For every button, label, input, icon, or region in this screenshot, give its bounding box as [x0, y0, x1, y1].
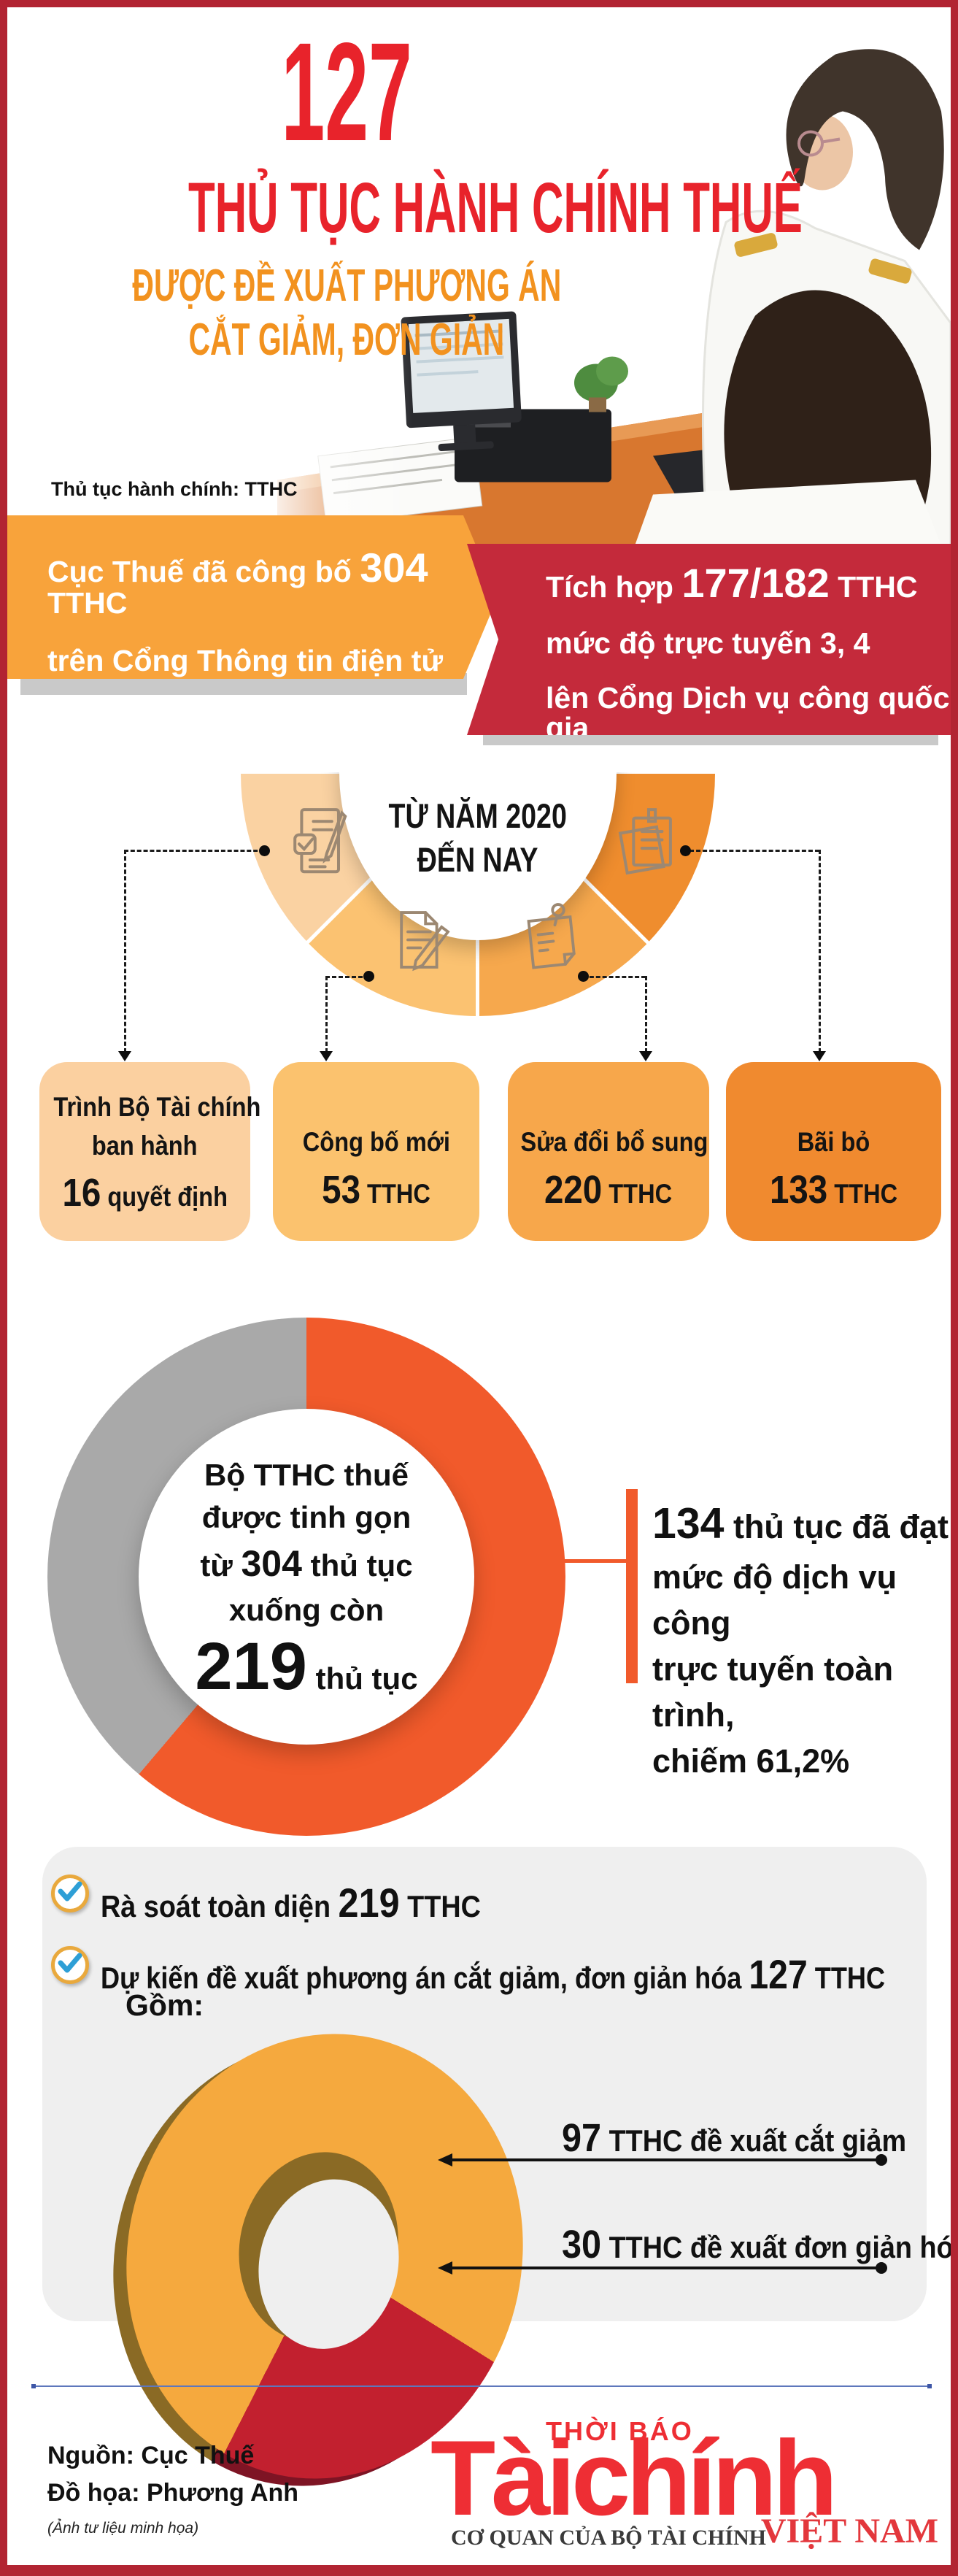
published-banner: Cục Thuế đã công bố 304 TTHC trên Cổng T…	[7, 515, 498, 679]
integrated-line3: lên Cổng Dịch vụ công quốc gia	[546, 681, 950, 745]
headline-red: THỦ TỤC HÀNH CHÍNH THUẾ	[188, 168, 803, 247]
integrated-line1: Tích hợp 177/182 TTHC	[546, 560, 918, 606]
connector-line	[124, 850, 126, 1053]
connector-arrow	[118, 1051, 131, 1061]
integrated-number: 177/182	[681, 560, 830, 606]
headline-orange-2: CẮT GIẢM, ĐƠN GIẢN	[188, 315, 505, 365]
stat-box-quyet-dinh: Trình Bộ Tài chính ban hành 16 quyết địn…	[39, 1062, 260, 1241]
document-pencil-icon	[400, 911, 450, 972]
clipboard-check-pen-icon	[293, 808, 347, 874]
divider-cap	[31, 2384, 36, 2388]
source-credit: Nguồn: Cục Thuế	[47, 2442, 255, 2469]
published-line1: Cục Thuế đã công bố 304 TTHC	[47, 545, 428, 620]
thoi-bao-tai-chinh-logo: Tàichính THỜI BÁO CƠ QUAN CỦA BỘ TÀI CHÍ…	[430, 2409, 941, 2555]
check-icon	[51, 1946, 89, 1984]
divider-cap	[927, 2384, 932, 2388]
connector-arrow	[320, 1051, 333, 1061]
connector-line	[325, 976, 328, 1053]
logo-country-text: VIỆT NAM	[760, 2512, 938, 2550]
connector-line	[325, 976, 369, 978]
abbreviation-note: Thủ tục hành chính: TTHC	[51, 478, 298, 500]
connector-line	[819, 850, 821, 1053]
seated-person	[635, 290, 941, 546]
connector-arrow	[813, 1051, 826, 1061]
donut-center-label: Bộ TTHC thuế được tinh gọn từ 304 thủ tụ…	[139, 1409, 474, 1745]
gom-label: Gồm:	[125, 1988, 204, 2022]
connector-line	[124, 850, 264, 852]
office-photo-illustration	[259, 9, 951, 547]
plant	[574, 356, 628, 412]
connector-line	[583, 976, 646, 978]
logo-agency-text: CƠ QUAN CỦA BỘ TÀI CHÍNH	[451, 2526, 766, 2550]
callout-dot	[876, 2154, 887, 2166]
logo-main-text: Tàichính	[430, 2418, 838, 2537]
stat-box-sua-doi: Sửa đổi bổ sung 220 TTHC	[508, 1062, 709, 1241]
review-item-2: Dự kiến đề xuất phương án cắt giảm, đơn …	[101, 1951, 886, 1997]
connector-arrow	[639, 1051, 652, 1061]
logo-top-text: THỜI BÁO	[546, 2416, 694, 2446]
stat-box-cong-bo-moi: Công bố mới 53 TTHC	[273, 1062, 479, 1241]
photo-fade	[259, 9, 412, 546]
photo-credit-note: (Ảnh tư liệu minh họa)	[47, 2520, 199, 2537]
callout-arrowhead	[438, 2261, 452, 2275]
check-icon	[51, 1875, 89, 1912]
donut-annotation: 134 thủ tục đã đạt mức độ dịch vụ công t…	[652, 1499, 949, 1780]
connector-dot	[680, 845, 691, 856]
callout-dot	[876, 2262, 887, 2274]
callout-arrowhead	[438, 2153, 452, 2166]
footer-divider	[33, 2385, 929, 2387]
donut-connector-line	[556, 1559, 629, 1563]
donut-note-bar	[626, 1489, 638, 1683]
timeline-half-donut	[241, 772, 715, 1016]
review-item-1: Rà soát toàn diện 219 TTHC	[101, 1880, 481, 1926]
integrated-banner: Tích hợp 177/182 TTHC mức độ trực tuyến …	[467, 544, 951, 735]
connector-line	[645, 976, 647, 1053]
connector-dot	[578, 971, 589, 982]
published-number: 304	[360, 545, 428, 591]
papers-clip-icon	[618, 808, 672, 875]
published-line2: trên Cổng Thông tin điện tử	[47, 644, 444, 677]
stat-box-bai-bo: Bãi bỏ 133 TTHC	[726, 1062, 941, 1241]
connector-line	[689, 850, 819, 852]
connector-dot	[259, 845, 270, 856]
computer-vent	[467, 421, 511, 428]
pie-callout-cat-giam: 97 TTHC đề xuất cắt giảm	[562, 2116, 907, 2160]
callout-line	[452, 2267, 880, 2269]
sticky-note-icon	[527, 903, 576, 969]
integrated-line2: mức độ trực tuyến 3, 4	[546, 626, 870, 660]
connector-dot	[363, 971, 374, 982]
headline-orange-1: ĐƯỢC ĐỀ XUẤT PHƯƠNG ÁN	[132, 261, 561, 311]
pie-callout-don-gian-hoa: 30 TTHC đề xuất đơn giản hóa	[562, 2223, 958, 2267]
timeline-title: TỪ NĂM 2020 ĐẾN NAY	[388, 796, 568, 880]
callout-line	[452, 2158, 880, 2161]
graphic-credit: Đồ họa: Phương Anh	[47, 2479, 299, 2507]
headline-number: 127	[281, 13, 412, 170]
monitor	[401, 311, 522, 451]
